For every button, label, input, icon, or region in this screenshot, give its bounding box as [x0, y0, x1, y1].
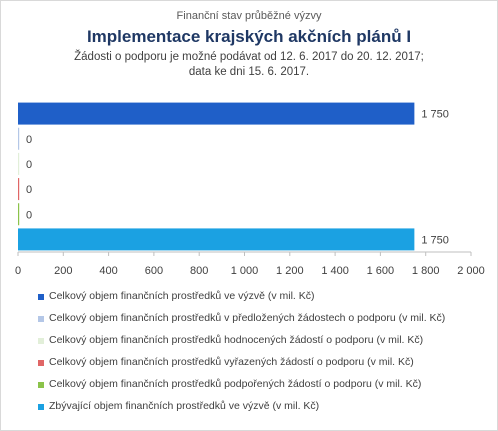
bar-data-label: 1 750: [421, 234, 449, 246]
chart-subtitle-line-2: data ke dni 15. 6. 2017.: [188, 66, 310, 78]
chart-title: Implementace krajských akčních plánů I: [86, 27, 412, 46]
chart-subtitle-line-1: Žádosti o podporu je možné podávat od 12…: [74, 51, 424, 63]
bar-data-label: 0: [26, 209, 32, 221]
x-tick-label: 600: [145, 265, 163, 277]
legend-swatch: [38, 382, 44, 388]
bar-data-label: 0: [26, 134, 32, 146]
legend-swatch: [38, 360, 44, 366]
chart-subtitle: Žádosti o podporu je možné podávat od 12…: [0, 50, 498, 80]
legend-label: Celkový objem finančních prostředků vyřa…: [49, 356, 414, 368]
legend-label: Celkový objem finančních prostředků hodn…: [49, 334, 424, 346]
bar: [18, 203, 20, 226]
bar: [18, 152, 20, 175]
x-tick-label: 200: [54, 265, 72, 277]
x-tick-label: 800: [190, 265, 208, 277]
legend-swatch: [38, 294, 44, 300]
x-tick-label: 400: [99, 265, 117, 277]
x-tick-label: 1 000: [231, 265, 259, 277]
x-tick-label: 2 000: [457, 265, 485, 277]
bar-data-label: 0: [26, 184, 32, 196]
bar: [18, 102, 415, 125]
bar: [18, 127, 20, 150]
chart-supertitle: Finanční stav průběžné výzvy: [176, 10, 322, 22]
x-tick-label: 1 400: [321, 265, 349, 277]
bar-data-label: 0: [26, 159, 32, 171]
legend-label: Celkový objem finančních prostředků podp…: [49, 378, 422, 390]
x-tick-label: 1 800: [412, 265, 440, 277]
bar-data-label: 1 750: [421, 109, 449, 121]
x-tick-label: 0: [15, 265, 21, 277]
legend-swatch: [38, 316, 44, 322]
bar: [18, 178, 20, 201]
legend-swatch: [38, 404, 44, 410]
legend-swatch: [38, 338, 44, 344]
bar: [18, 228, 415, 251]
x-tick-label: 1 200: [276, 265, 304, 277]
legend-label: Celkový objem finančních prostředků ve v…: [49, 290, 315, 302]
x-tick-label: 1 600: [367, 265, 395, 277]
legend-label: Zbývající objem finančních prostředků ve…: [49, 400, 320, 412]
legend-label: Celkový objem finančních prostředků v př…: [49, 312, 446, 324]
